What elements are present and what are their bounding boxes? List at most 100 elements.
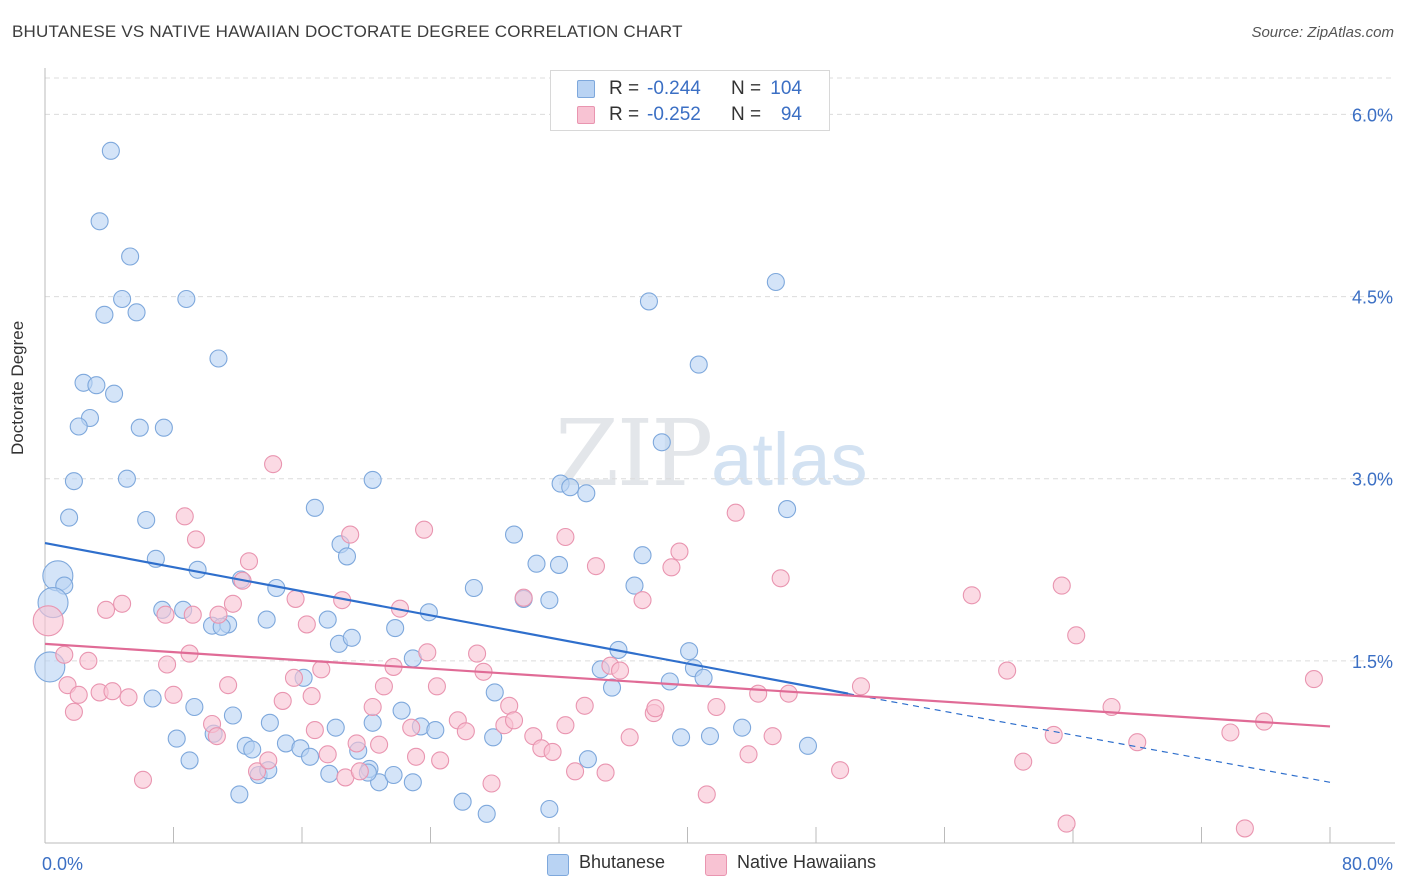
native-hawaiians-point bbox=[113, 594, 132, 613]
legend-label: Native Hawaiians bbox=[737, 852, 877, 872]
native-hawaiians-point bbox=[427, 677, 446, 696]
native-hawaiians-point bbox=[79, 651, 98, 670]
native-hawaiians-point bbox=[273, 691, 292, 710]
native-hawaiians-point bbox=[851, 677, 871, 696]
bhutanese-point bbox=[326, 718, 345, 737]
bhutanese-point bbox=[477, 804, 496, 823]
native-hawaiians-point bbox=[468, 644, 487, 663]
bhutanese-points bbox=[34, 141, 818, 823]
native-hawaiians-point bbox=[96, 600, 116, 619]
bhutanese-point bbox=[464, 578, 483, 598]
correlation-legend: R = -0.244 N = 104 R = -0.252 N = 94 bbox=[550, 70, 830, 131]
bhutanese-point bbox=[87, 376, 106, 395]
bhutanese-point bbox=[154, 418, 173, 437]
native-hawaiians-point bbox=[207, 727, 226, 746]
native-hawaiians-point bbox=[662, 558, 681, 577]
bhutanese-point bbox=[419, 603, 438, 622]
blue-swatch bbox=[547, 854, 569, 876]
bhutanese-point bbox=[223, 706, 242, 725]
native-hawaiians-point bbox=[1221, 723, 1240, 742]
y-tick-label: 6.0% bbox=[1352, 105, 1393, 125]
bhutanese-point bbox=[392, 701, 411, 720]
bhutanese-point bbox=[121, 247, 140, 266]
source-label: Source: ZipAtlas.com bbox=[1251, 24, 1394, 41]
bhutanese-point bbox=[69, 417, 88, 436]
native-hawaiians-point bbox=[223, 594, 242, 613]
bhutanese-point bbox=[300, 747, 320, 766]
chart-title: BHUTANESE VS NATIVE HAWAIIAN DOCTORATE D… bbox=[12, 22, 683, 41]
bhutanese-point bbox=[578, 750, 597, 769]
native-hawaiians-point bbox=[610, 661, 630, 680]
native-hawaiians-point bbox=[998, 661, 1017, 680]
bhutanese-point bbox=[363, 470, 382, 489]
bhutanese-point bbox=[127, 303, 146, 322]
native-hawaiians-point bbox=[133, 770, 153, 789]
bhutanese-point bbox=[209, 349, 228, 368]
native-hawaiians-point bbox=[264, 455, 283, 474]
bhutanese-point bbox=[363, 713, 382, 732]
native-hawaiians-point bbox=[556, 527, 575, 547]
native-hawaiians-point bbox=[158, 655, 177, 674]
bhutanese-point bbox=[700, 727, 720, 746]
native-hawaiians-point bbox=[259, 751, 278, 770]
native-hawaiians-point bbox=[1052, 576, 1071, 595]
r-label: R = bbox=[609, 104, 640, 125]
native-hawaiians-point bbox=[763, 727, 782, 746]
bhutanese-point bbox=[652, 433, 671, 452]
bhutanese-point bbox=[386, 619, 405, 638]
native-hawaiians-point bbox=[183, 605, 202, 624]
bhutanese-point bbox=[689, 355, 708, 374]
native-hawaiians-point bbox=[374, 677, 393, 696]
legend-row-bhutanese: R = -0.244 N = 104 bbox=[551, 76, 829, 102]
bhutanese-point bbox=[540, 591, 559, 610]
bhutanese-point bbox=[602, 678, 622, 697]
native-hawaiians-point bbox=[575, 696, 594, 715]
native-hawaiians-point bbox=[318, 745, 337, 764]
native-hawaiians-point bbox=[566, 762, 585, 781]
x-tick-label: 0.0% bbox=[42, 854, 83, 874]
bhutanese-point bbox=[167, 729, 186, 748]
axes bbox=[44, 68, 1395, 844]
bhutanese-point bbox=[105, 384, 124, 403]
native-hawaiians-point bbox=[32, 605, 64, 637]
y-tick-label: 1.5% bbox=[1352, 652, 1393, 672]
bhutanese-point bbox=[766, 272, 785, 292]
native-hawaiians-point bbox=[347, 734, 366, 753]
native-hawaiians-point bbox=[670, 542, 689, 561]
bhutanese-point bbox=[243, 740, 262, 759]
bhutanese-point bbox=[577, 484, 596, 503]
bhutanese-point bbox=[230, 785, 249, 804]
native-hawaiians-point bbox=[707, 697, 726, 717]
y-tick-label: 4.5% bbox=[1352, 288, 1393, 308]
bhutanese-point bbox=[403, 773, 422, 792]
bhutanese-point bbox=[680, 642, 699, 661]
bhutanese-point bbox=[342, 628, 361, 647]
bhutanese-point bbox=[639, 292, 659, 311]
native-hawaiians-point bbox=[247, 762, 267, 781]
native-hawaiians-point bbox=[962, 586, 981, 605]
bhutanese-point bbox=[484, 728, 503, 747]
bhutanese-point bbox=[180, 751, 199, 770]
n-label: N = bbox=[731, 78, 762, 99]
series-legend: Bhutanese Native Hawaiians bbox=[0, 852, 1406, 878]
native-hawaiians-point bbox=[55, 645, 74, 664]
native-hawaiians-trend-line bbox=[44, 642, 1331, 728]
native-hawaiians-point bbox=[64, 702, 83, 721]
native-hawaiians-point bbox=[286, 589, 305, 608]
n-label: N = bbox=[731, 104, 762, 125]
bhutanese-point bbox=[185, 697, 204, 717]
x-tick-label: 80.0% bbox=[1342, 854, 1393, 874]
legend-label: Bhutanese bbox=[579, 852, 666, 872]
native-hawaiians-point bbox=[186, 530, 206, 549]
bhutanese-point bbox=[318, 610, 337, 629]
native-hawaiians-point bbox=[831, 761, 850, 780]
bhutanese-point bbox=[798, 736, 818, 755]
native-hawaiians-point bbox=[350, 762, 369, 781]
bhutanese-point bbox=[426, 721, 445, 740]
native-hawaiians-point bbox=[1014, 752, 1033, 771]
native-hawaiians-point bbox=[219, 676, 238, 695]
y-axis-label: Doctorate Degree bbox=[8, 320, 27, 455]
native-hawaiians-point bbox=[370, 735, 389, 754]
n-value: 94 bbox=[780, 104, 802, 125]
